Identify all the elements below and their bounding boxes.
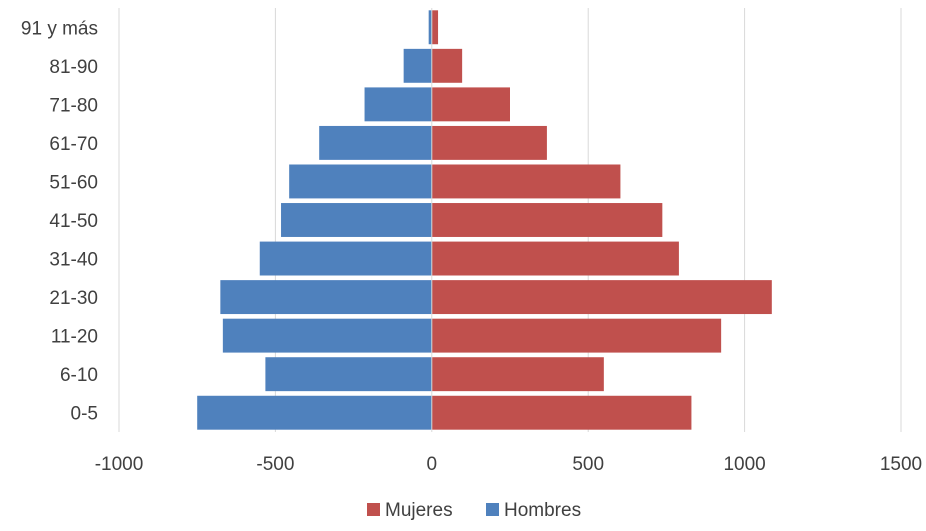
- bar-hombres-61-70: [319, 125, 432, 160]
- legend-swatch-hombres: [486, 503, 499, 516]
- bar-hombres-6-10: [265, 357, 432, 392]
- legend: Mujeres Hombres: [367, 500, 581, 521]
- bar-mujeres-81-90: [431, 48, 463, 83]
- bar-mujeres-31-40: [431, 241, 679, 276]
- x-tick-label: -1000: [95, 454, 144, 475]
- bar-hombres-71-80: [364, 87, 432, 122]
- y-category-label: 41-50: [49, 211, 98, 232]
- bar-mujeres-41-50: [431, 203, 663, 237]
- legend-swatch-mujeres: [367, 503, 380, 516]
- y-category-label: 71-80: [49, 95, 98, 116]
- bar-layer: [197, 10, 772, 430]
- bar-mujeres-51-60: [431, 164, 621, 199]
- bar-mujeres-71-80: [431, 87, 510, 122]
- bar-hombres-0-5: [197, 395, 432, 430]
- y-category-label: 21-30: [49, 288, 98, 309]
- bar-hombres-31-40: [259, 241, 432, 276]
- x-tick-label: -500: [256, 454, 294, 475]
- bar-hombres-41-50: [281, 203, 432, 237]
- x-tick-label: 500: [572, 454, 604, 475]
- y-category-label: 0-5: [71, 404, 98, 425]
- y-category-label: 61-70: [49, 134, 98, 155]
- y-category-label: 11-20: [51, 327, 98, 348]
- bar-mujeres-11-20: [431, 318, 722, 353]
- bar-mujeres-61-70: [431, 125, 547, 160]
- bar-mujeres-21-30: [431, 280, 772, 315]
- y-category-label: 91 y más: [21, 18, 98, 39]
- x-tick-label: 1000: [723, 454, 765, 475]
- y-category-label: 31-40: [49, 250, 98, 271]
- bar-hombres-11-20: [222, 318, 432, 353]
- bar-hombres-81-90: [403, 48, 432, 83]
- bar-hombres-21-30: [220, 280, 432, 315]
- legend-label-mujeres: Mujeres: [385, 500, 453, 521]
- bar-mujeres-0-5: [431, 395, 692, 430]
- bar-hombres-91-y-más: [428, 10, 432, 45]
- x-tick-label: 0: [427, 454, 438, 475]
- axis-layer: -1000 -500 0 500 1000 1500 0-5 6-10 11-20 21-30 31…: [21, 8, 922, 475]
- y-category-label: 51-60: [49, 172, 98, 193]
- bar-mujeres-6-10: [431, 357, 604, 392]
- bar-hombres-51-60: [289, 164, 432, 199]
- bar-mujeres-91-y-más: [431, 10, 439, 45]
- legend-label-hombres: Hombres: [504, 500, 581, 521]
- x-tick-label: 1500: [880, 454, 922, 475]
- y-category-label: 81-90: [49, 57, 98, 78]
- y-category-label: 6-10: [60, 365, 98, 386]
